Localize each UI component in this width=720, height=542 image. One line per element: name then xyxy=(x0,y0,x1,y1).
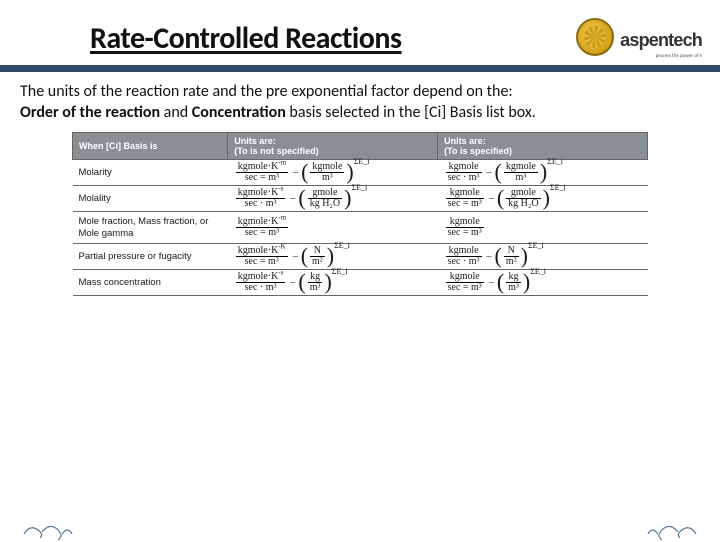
brand-logo: aspentech process the power of e xyxy=(576,24,702,56)
table-row: Partial pressure or fugacitykgmole·K-Kse… xyxy=(73,244,648,270)
col-header-to-spec: Units are:(To is specified) xyxy=(438,132,648,160)
swirl-left-icon xyxy=(22,520,74,542)
units-to-specified: kgmolesec = m³–(kgm³)ΣE_i xyxy=(438,270,648,296)
swirl-right-icon xyxy=(646,520,698,542)
units-to-not-specified: kgmole·K-Ksec = m³–(Nm²)ΣE_i xyxy=(228,244,438,270)
table-row: Molaritykgmole·K-msec = m³–(kgmolem³)ΣE_… xyxy=(73,160,648,186)
units-to-specified: kgmolesec · m³–(kgmolem³)ΣE_i xyxy=(438,160,648,186)
units-to-not-specified: kgmole·K-msec = m³–(kgmolem³)ΣE_i xyxy=(228,160,438,186)
table-row: Molalitykgmole·K-ssec · m³–(gmolekg H₂O)… xyxy=(73,186,648,212)
table-header-row: When [Ci] Basis is Units are:(To is not … xyxy=(73,132,648,160)
units-to-not-specified: kgmole·K-ssec · m³–(kgm³)ΣE_i xyxy=(228,270,438,296)
col-header-basis: When [Ci] Basis is xyxy=(73,132,228,160)
table-row: Mole fraction, Mass fraction, or Mole ga… xyxy=(73,212,648,244)
basis-label: Mass concentration xyxy=(73,270,228,296)
intro-line1: The units of the reaction rate and the p… xyxy=(20,82,513,101)
basis-label: Molarity xyxy=(73,160,228,186)
col-header-to-not-spec: Units are:(To is not specified) xyxy=(228,132,438,160)
units-table: When [Ci] Basis is Units are:(To is not … xyxy=(72,132,648,296)
logo-text: aspentech xyxy=(620,30,702,51)
header: Rate-Controlled Reactions aspentech proc… xyxy=(0,0,720,72)
basis-label: Mole fraction, Mass fraction, or Mole ga… xyxy=(73,212,228,244)
units-to-not-specified: kgmole·K-msec = m³ xyxy=(228,212,438,244)
units-table-wrapper: When [Ci] Basis is Units are:(To is not … xyxy=(72,132,648,296)
footer xyxy=(0,528,720,540)
intro-bold2: Concentration xyxy=(192,103,286,122)
intro-text: The units of the reaction rate and the p… xyxy=(0,72,720,132)
units-to-not-specified: kgmole·K-ssec · m³–(gmolekg H₂O)ΣE_i xyxy=(228,186,438,212)
basis-label: Molality xyxy=(73,186,228,212)
intro-bold1: Order of the reaction xyxy=(20,103,160,122)
table-row: Mass concentrationkgmole·K-ssec · m³–(kg… xyxy=(73,270,648,296)
units-to-specified: kgmolesec · m³–(Nm²)ΣE_i xyxy=(438,244,648,270)
logo-badge-icon xyxy=(576,18,614,56)
logo-tagline: process the power of e xyxy=(656,53,702,59)
page-title: Rate-Controlled Reactions xyxy=(90,20,402,57)
basis-label: Partial pressure or fugacity xyxy=(73,244,228,270)
units-to-specified: kgmolesec = m³ xyxy=(438,212,648,244)
units-to-specified: kgmolesec = m³–(gmolekg H₂O)ΣE_i xyxy=(438,186,648,212)
